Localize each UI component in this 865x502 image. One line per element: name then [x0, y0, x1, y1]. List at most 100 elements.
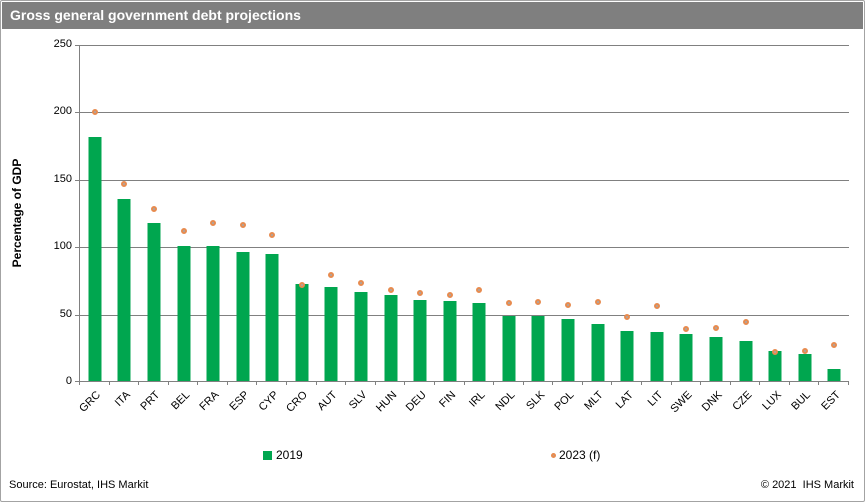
x-tick-mark — [581, 381, 583, 385]
forecast-dot-irl — [476, 287, 483, 293]
forecast-dot-lat — [624, 313, 631, 320]
bar-ndl — [502, 316, 516, 381]
y-tick-label: 50 — [59, 308, 72, 320]
x-axis-label-pol: POL — [552, 389, 577, 414]
bar-cyp — [265, 254, 279, 381]
x-axis-label-cro: CRO — [284, 389, 311, 415]
forecast-dot-aut — [328, 272, 335, 279]
bar-cro — [295, 283, 309, 381]
bar-lux — [768, 351, 782, 381]
bar-ita — [117, 199, 131, 381]
x-axis-label-aut: AUT — [315, 389, 340, 414]
bar-swe — [679, 333, 693, 381]
category-slot-pol: POL — [552, 45, 583, 413]
x-tick-mark — [108, 381, 110, 385]
category-slot-slk: SLK — [524, 45, 554, 412]
x-tick-mark — [848, 381, 850, 385]
bar-cze — [739, 340, 752, 381]
y-tick-mark — [75, 315, 79, 316]
forecast-dot-esp — [239, 222, 246, 229]
x-axis-label-slv: SLV — [346, 389, 370, 412]
x-axis-label-est: EST — [819, 389, 843, 413]
forecast-dot-cyp — [269, 231, 276, 238]
x-axis-label-bul: BUL — [789, 389, 814, 413]
dot-swatch-icon — [551, 452, 556, 458]
forecast-dot-mlt — [594, 299, 601, 306]
forecast-dot-ndl — [505, 300, 512, 307]
forecast-dot-bel — [180, 227, 187, 234]
forecast-dot-hun — [387, 287, 394, 293]
category-slot-hun: HUN — [374, 45, 406, 414]
y-tick-mark — [75, 180, 79, 181]
x-axis-label-dnk: DNK — [699, 389, 725, 414]
bar-slv — [354, 292, 368, 381]
chart-title: Gross general government debt projection… — [10, 7, 301, 23]
y-axis-title: Percentage of GDP — [10, 158, 24, 268]
category-slot-cze: CZE — [730, 45, 761, 413]
category-slot-est: EST — [819, 45, 850, 413]
bar-grc — [88, 137, 102, 381]
category-slot-bul: BUL — [790, 45, 820, 413]
category-slot-esp: ESP — [227, 45, 258, 413]
category-slot-lux: LUX — [760, 45, 790, 413]
forecast-dot-fin — [446, 292, 453, 299]
bar-est — [827, 368, 841, 381]
copyright-note: © 2021 IHS Markit — [760, 479, 854, 491]
category-slot-deu: DEU — [404, 45, 435, 414]
x-axis-label-mlt: MLT — [582, 389, 607, 413]
x-axis-label-deu: DEU — [403, 389, 429, 414]
x-tick-mark — [374, 381, 376, 385]
y-tick-label: 200 — [53, 105, 72, 117]
x-tick-mark — [79, 381, 80, 385]
x-axis-label-prt: PRT — [138, 389, 163, 413]
category-slot-irl: IRL — [465, 45, 495, 410]
category-slot-lit: LIT — [642, 45, 672, 409]
category-slot-fra: FRA — [198, 45, 228, 413]
y-tick-label: 250 — [53, 38, 72, 50]
bar-series-container: GRC ITA PRT BEL FRA ESP CYP CRO AUT SLV HUN DEU FIN I… — [78, 45, 850, 415]
gridline — [80, 247, 849, 248]
x-tick-mark — [759, 381, 761, 385]
bar-fin — [443, 301, 457, 381]
x-tick-mark — [286, 381, 288, 385]
forecast-dot-slv — [357, 280, 364, 287]
x-axis-label-lux: LUX — [759, 389, 784, 413]
bar-mlt — [591, 324, 605, 381]
forecast-dot-cze — [742, 319, 749, 326]
x-tick-mark — [818, 381, 820, 385]
bar-pol — [561, 319, 575, 381]
forecast-dot-deu — [417, 289, 424, 296]
forecast-dot-swe — [683, 326, 690, 333]
category-slot-lat: LAT — [612, 45, 642, 411]
category-slot-cro: CRO — [285, 45, 317, 415]
category-slot-fin: FIN — [435, 45, 465, 410]
x-axis-label-slk: SLK — [523, 389, 547, 413]
x-tick-mark — [611, 381, 613, 385]
legend-label-2019: 2019 — [276, 448, 303, 462]
legend-item-2019: 2019 — [263, 448, 303, 462]
bar-esp — [236, 251, 250, 381]
y-tick-mark — [75, 381, 79, 382]
x-axis-label-esp: ESP — [227, 389, 252, 414]
legend-label-2023: 2023 (f) — [559, 448, 601, 462]
plot-area: GRC ITA PRT BEL FRA ESP CYP CRO AUT SLV HUN DEU FIN I… — [54, 38, 850, 415]
x-tick-mark — [433, 381, 435, 385]
category-slot-swe: SWE — [669, 45, 702, 415]
x-tick-mark — [729, 381, 731, 385]
bar-irl — [472, 302, 486, 381]
x-axis-label-swe: SWE — [668, 389, 695, 416]
x-axis-label-cze: CZE — [729, 389, 755, 414]
y-tick-mark — [75, 247, 79, 248]
gridline — [80, 315, 849, 316]
forecast-dot-pol — [565, 301, 572, 308]
x-tick-mark — [315, 381, 317, 385]
y-tick-label: 150 — [53, 173, 72, 185]
legend: 2019 2023 (f) — [1, 448, 864, 468]
bar-swatch-icon — [263, 450, 272, 460]
gridline — [80, 180, 849, 181]
forecast-dot-lux — [772, 349, 779, 355]
gridline — [80, 45, 849, 46]
bar-aut — [324, 286, 338, 381]
x-tick-mark — [552, 381, 554, 385]
legend-item-2023: 2023 (f) — [551, 448, 600, 462]
